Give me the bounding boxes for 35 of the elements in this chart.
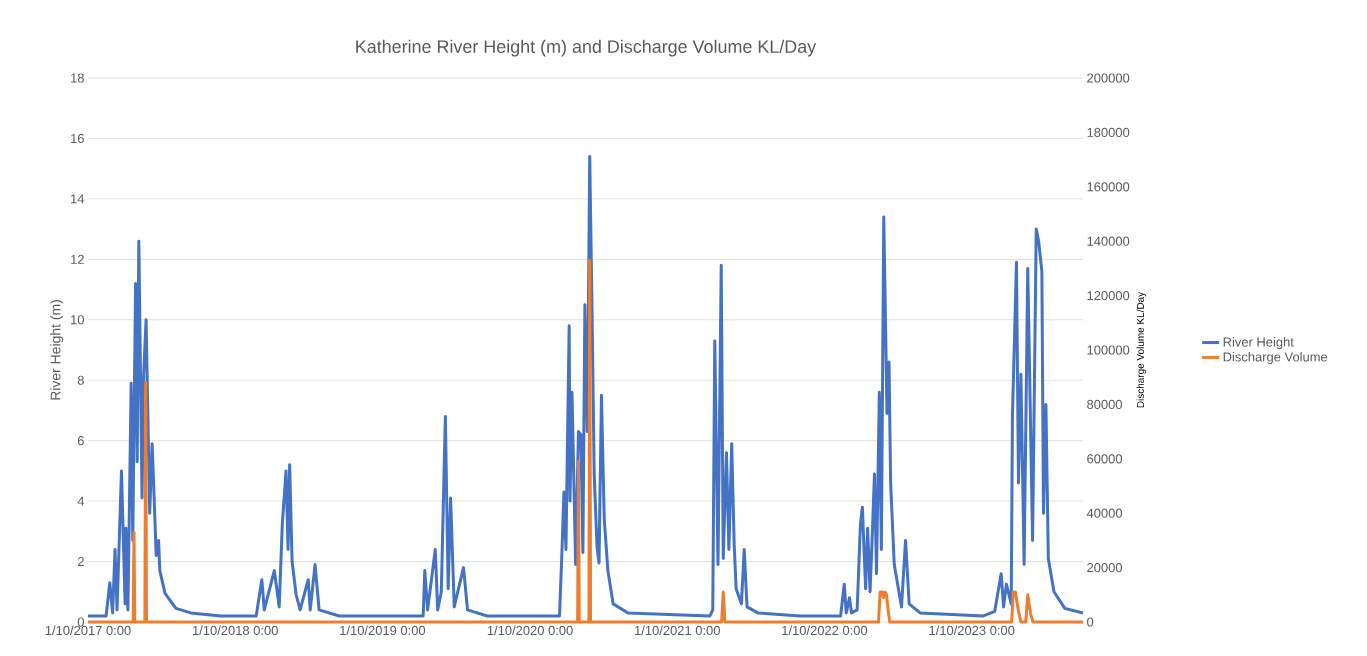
x-tick-label: 1/10/2023 0:00 — [929, 625, 1015, 636]
x-tick-label: 1/10/2019 0:00 — [340, 625, 426, 636]
y-tick-label: 0 — [77, 617, 84, 627]
y2-tick-label: 160000 — [1087, 182, 1130, 192]
y-axis-title: River Height (m) — [50, 300, 64, 400]
x-tick-label: 1/10/2021 0:00 — [635, 625, 720, 636]
legend-label: River Height — [1223, 337, 1294, 350]
y-tick-label: 2 — [77, 557, 84, 567]
x-tick-label: 1/10/2022 0:00 — [782, 625, 868, 636]
y2-axis-title: Discharge Volume KL/Day — [1136, 291, 1146, 408]
y2-tick-label: 40000 — [1086, 508, 1123, 518]
x-tick-label: 1/10/2017 0:00 — [45, 625, 131, 636]
y2-tick-label: 140000 — [1087, 236, 1130, 246]
y-tick-label: 10 — [71, 315, 84, 325]
y2-tick-label: 180000 — [1087, 127, 1130, 137]
x-tick-label: 1/10/2020 0:00 — [487, 625, 573, 636]
y2-tick-label: 200000 — [1087, 73, 1130, 83]
line-series — [86, 258, 1085, 624]
x-tick-label: 1/10/2018 0:00 — [192, 625, 278, 636]
y2-tick-label: 100000 — [1087, 345, 1130, 355]
y2-tick-label: 120000 — [1087, 291, 1130, 301]
y-tick-label: 12 — [71, 254, 84, 264]
y-tick-label: 4 — [77, 496, 85, 506]
y2-tick-label: 80000 — [1087, 399, 1123, 409]
y-tick-label: 14 — [71, 194, 85, 204]
y2-tick-label: 20000 — [1087, 563, 1123, 573]
y-tick-label: 6 — [77, 436, 84, 446]
y-tick-label: 18 — [71, 73, 84, 83]
y2-tick-label: 60000 — [1087, 454, 1123, 464]
chart-title: Katherine River Height (m) and Discharge Volume KL/Day — [356, 39, 817, 57]
line-series — [86, 155, 1085, 618]
y-tick-label: 16 — [71, 133, 84, 144]
y2-tick-label: 0 — [1087, 617, 1094, 627]
y-tick-label: 8 — [77, 375, 84, 385]
legend-label: Discharge Volume — [1223, 351, 1328, 365]
